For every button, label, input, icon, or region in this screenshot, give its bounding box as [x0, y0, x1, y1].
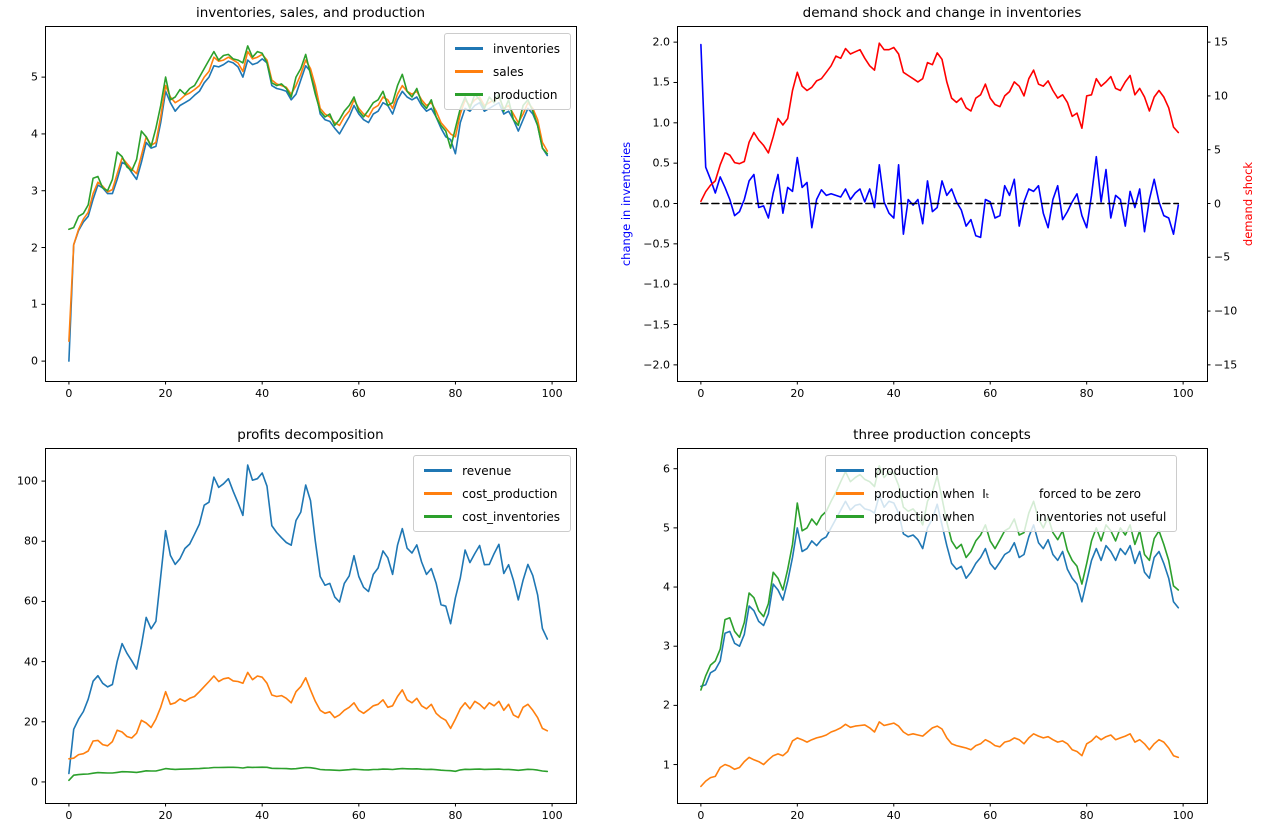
chart-title-demand-shock-change-inventories: demand shock and change in inventories [802, 5, 1082, 21]
chart-title-inventories-sales-production: inventories, sales, and production [195, 5, 426, 21]
y-axis-label-change-in-inventories: change in inventories [619, 141, 633, 266]
series-cost_inventories [68, 766, 549, 782]
series-inventories [68, 58, 549, 362]
chart-title-three-production-concepts: three production concepts [853, 427, 1031, 443]
series-demand_shock [700, 42, 1180, 203]
axes-spines [45, 26, 577, 382]
series-revenue [68, 464, 549, 775]
chart-title-profits-decomposition: profits decomposition [237, 427, 384, 443]
axes-spines [45, 448, 577, 804]
series-production_when_inventories_not_useful [700, 464, 1180, 691]
y-axis-label-demand-shock: demand shock [1241, 161, 1255, 246]
series-production [700, 494, 1180, 688]
axes-spines [677, 448, 1208, 804]
series-production_when_inventories_forced_to_zero [700, 721, 1180, 788]
series-cost_production [68, 671, 549, 760]
series-production [68, 45, 549, 231]
series-change_in_inventories [700, 43, 1180, 239]
